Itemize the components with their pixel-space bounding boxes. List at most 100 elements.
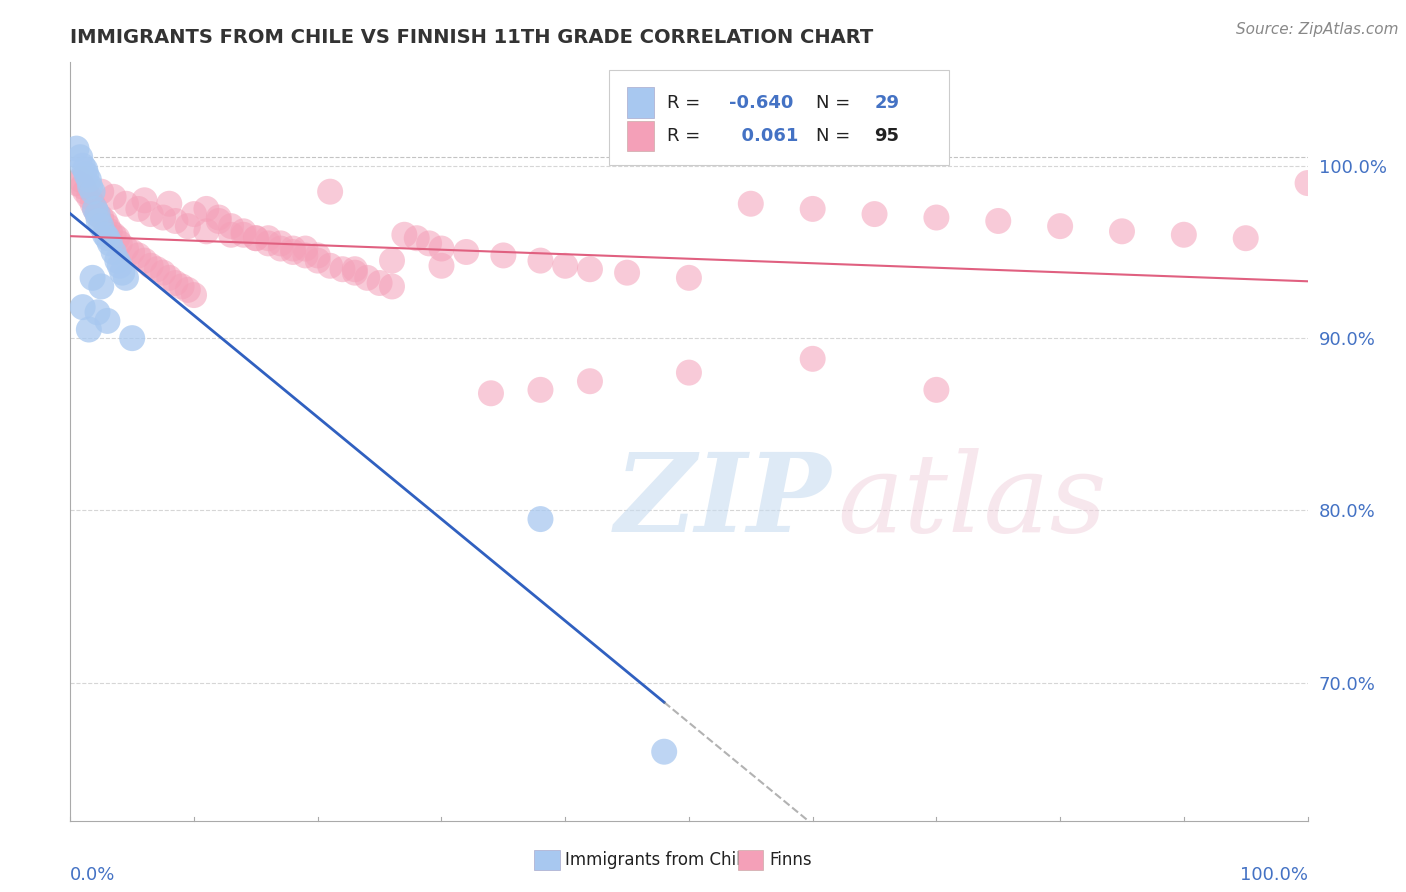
Point bbox=[90, 219, 112, 234]
Point bbox=[87, 214, 110, 228]
Point bbox=[343, 266, 366, 280]
Text: 0.0%: 0.0% bbox=[70, 866, 115, 884]
Point bbox=[84, 202, 107, 216]
Point bbox=[529, 253, 551, 268]
Point bbox=[430, 242, 453, 256]
Point bbox=[281, 245, 304, 260]
Point bbox=[94, 214, 117, 228]
Point bbox=[105, 253, 128, 268]
Point bbox=[108, 259, 131, 273]
Text: N =: N = bbox=[817, 127, 856, 145]
Point bbox=[1049, 219, 1071, 234]
Point bbox=[405, 231, 427, 245]
Point bbox=[152, 266, 174, 280]
Point bbox=[79, 179, 101, 194]
Point bbox=[232, 224, 254, 238]
Point bbox=[257, 236, 280, 251]
Point bbox=[82, 185, 104, 199]
Point bbox=[121, 245, 143, 260]
Point bbox=[177, 283, 200, 297]
Point bbox=[579, 374, 602, 388]
Point bbox=[139, 207, 162, 221]
Point bbox=[418, 236, 440, 251]
Point bbox=[152, 211, 174, 225]
Point bbox=[1296, 176, 1319, 190]
Point bbox=[103, 245, 125, 260]
Point bbox=[208, 214, 231, 228]
Point bbox=[170, 279, 193, 293]
FancyBboxPatch shape bbox=[609, 70, 949, 165]
Point bbox=[740, 196, 762, 211]
Point bbox=[86, 207, 108, 221]
Point bbox=[343, 262, 366, 277]
Point bbox=[183, 288, 205, 302]
Point bbox=[678, 270, 700, 285]
Point bbox=[77, 322, 100, 336]
Point bbox=[356, 270, 378, 285]
Bar bbox=[627, 120, 654, 151]
Point bbox=[65, 176, 87, 190]
Point bbox=[96, 231, 118, 245]
Point bbox=[90, 185, 112, 199]
Point bbox=[98, 224, 121, 238]
Point bbox=[394, 227, 416, 242]
Point bbox=[456, 245, 478, 260]
Point bbox=[72, 300, 94, 314]
Text: N =: N = bbox=[817, 94, 856, 112]
Point bbox=[270, 236, 292, 251]
Text: Source: ZipAtlas.com: Source: ZipAtlas.com bbox=[1236, 22, 1399, 37]
Point bbox=[801, 202, 824, 216]
Point bbox=[492, 248, 515, 262]
Point bbox=[319, 185, 342, 199]
Point bbox=[69, 172, 91, 186]
Point bbox=[257, 231, 280, 245]
Point bbox=[134, 194, 156, 208]
Point bbox=[69, 150, 91, 164]
Point bbox=[157, 270, 180, 285]
Point bbox=[479, 386, 502, 401]
Point bbox=[245, 231, 267, 245]
Point bbox=[195, 202, 218, 216]
Point bbox=[115, 270, 138, 285]
Point bbox=[94, 227, 117, 242]
Text: -0.640: -0.640 bbox=[728, 94, 793, 112]
Point bbox=[208, 211, 231, 225]
Point bbox=[96, 314, 118, 328]
Point bbox=[108, 236, 131, 251]
Point bbox=[307, 253, 329, 268]
Text: 29: 29 bbox=[875, 94, 900, 112]
Point bbox=[319, 259, 342, 273]
Point bbox=[82, 270, 104, 285]
Point bbox=[146, 262, 169, 277]
Point bbox=[1173, 227, 1195, 242]
Point bbox=[678, 366, 700, 380]
Point bbox=[579, 262, 602, 277]
Point bbox=[90, 211, 112, 225]
Point bbox=[75, 185, 97, 199]
Point bbox=[863, 207, 886, 221]
Point bbox=[86, 305, 108, 319]
Text: R =: R = bbox=[666, 94, 706, 112]
Point bbox=[219, 219, 242, 234]
Point bbox=[381, 253, 404, 268]
Point bbox=[77, 172, 100, 186]
Point bbox=[177, 219, 200, 234]
Point bbox=[127, 202, 149, 216]
Text: ZIP: ZIP bbox=[614, 449, 831, 556]
Point bbox=[139, 259, 162, 273]
Point bbox=[529, 383, 551, 397]
Point bbox=[82, 196, 104, 211]
Point bbox=[294, 242, 316, 256]
Point bbox=[111, 266, 134, 280]
Text: IMMIGRANTS FROM CHILE VS FINNISH 11TH GRADE CORRELATION CHART: IMMIGRANTS FROM CHILE VS FINNISH 11TH GR… bbox=[70, 28, 873, 47]
Point bbox=[801, 351, 824, 366]
Point bbox=[86, 207, 108, 221]
Point bbox=[616, 266, 638, 280]
Point bbox=[381, 279, 404, 293]
Point bbox=[554, 259, 576, 273]
Point bbox=[75, 168, 97, 182]
Point bbox=[90, 279, 112, 293]
Point bbox=[103, 227, 125, 242]
Point bbox=[115, 196, 138, 211]
Point bbox=[368, 276, 391, 290]
